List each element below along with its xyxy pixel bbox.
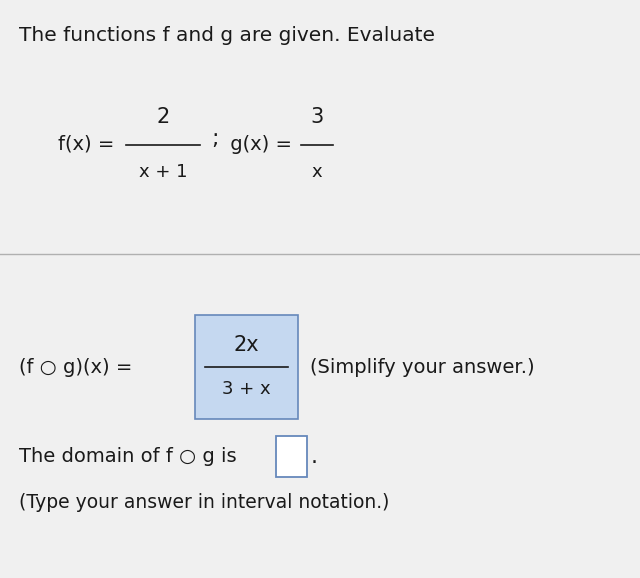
Text: x + 1: x + 1 [139, 163, 188, 181]
Text: (Type your answer in interval notation.): (Type your answer in interval notation.) [19, 494, 390, 512]
Text: (Simplify your answer.): (Simplify your answer.) [310, 358, 535, 376]
Text: ;: ; [211, 129, 219, 149]
Text: f(x) =: f(x) = [58, 135, 120, 154]
Text: .: . [310, 447, 317, 466]
Text: 2: 2 [157, 107, 170, 127]
Text: g(x) =: g(x) = [224, 135, 298, 154]
Text: x: x [312, 163, 322, 181]
Text: (f ○ g)(x) =: (f ○ g)(x) = [19, 358, 139, 376]
FancyBboxPatch shape [276, 436, 307, 477]
Text: The domain of f ○ g is: The domain of f ○ g is [19, 447, 237, 466]
FancyBboxPatch shape [195, 315, 298, 419]
Text: 3 + x: 3 + x [222, 380, 271, 398]
Text: 2x: 2x [234, 335, 259, 355]
Text: 3: 3 [310, 107, 323, 127]
Text: The functions f and g are given. Evaluate: The functions f and g are given. Evaluat… [19, 26, 435, 45]
